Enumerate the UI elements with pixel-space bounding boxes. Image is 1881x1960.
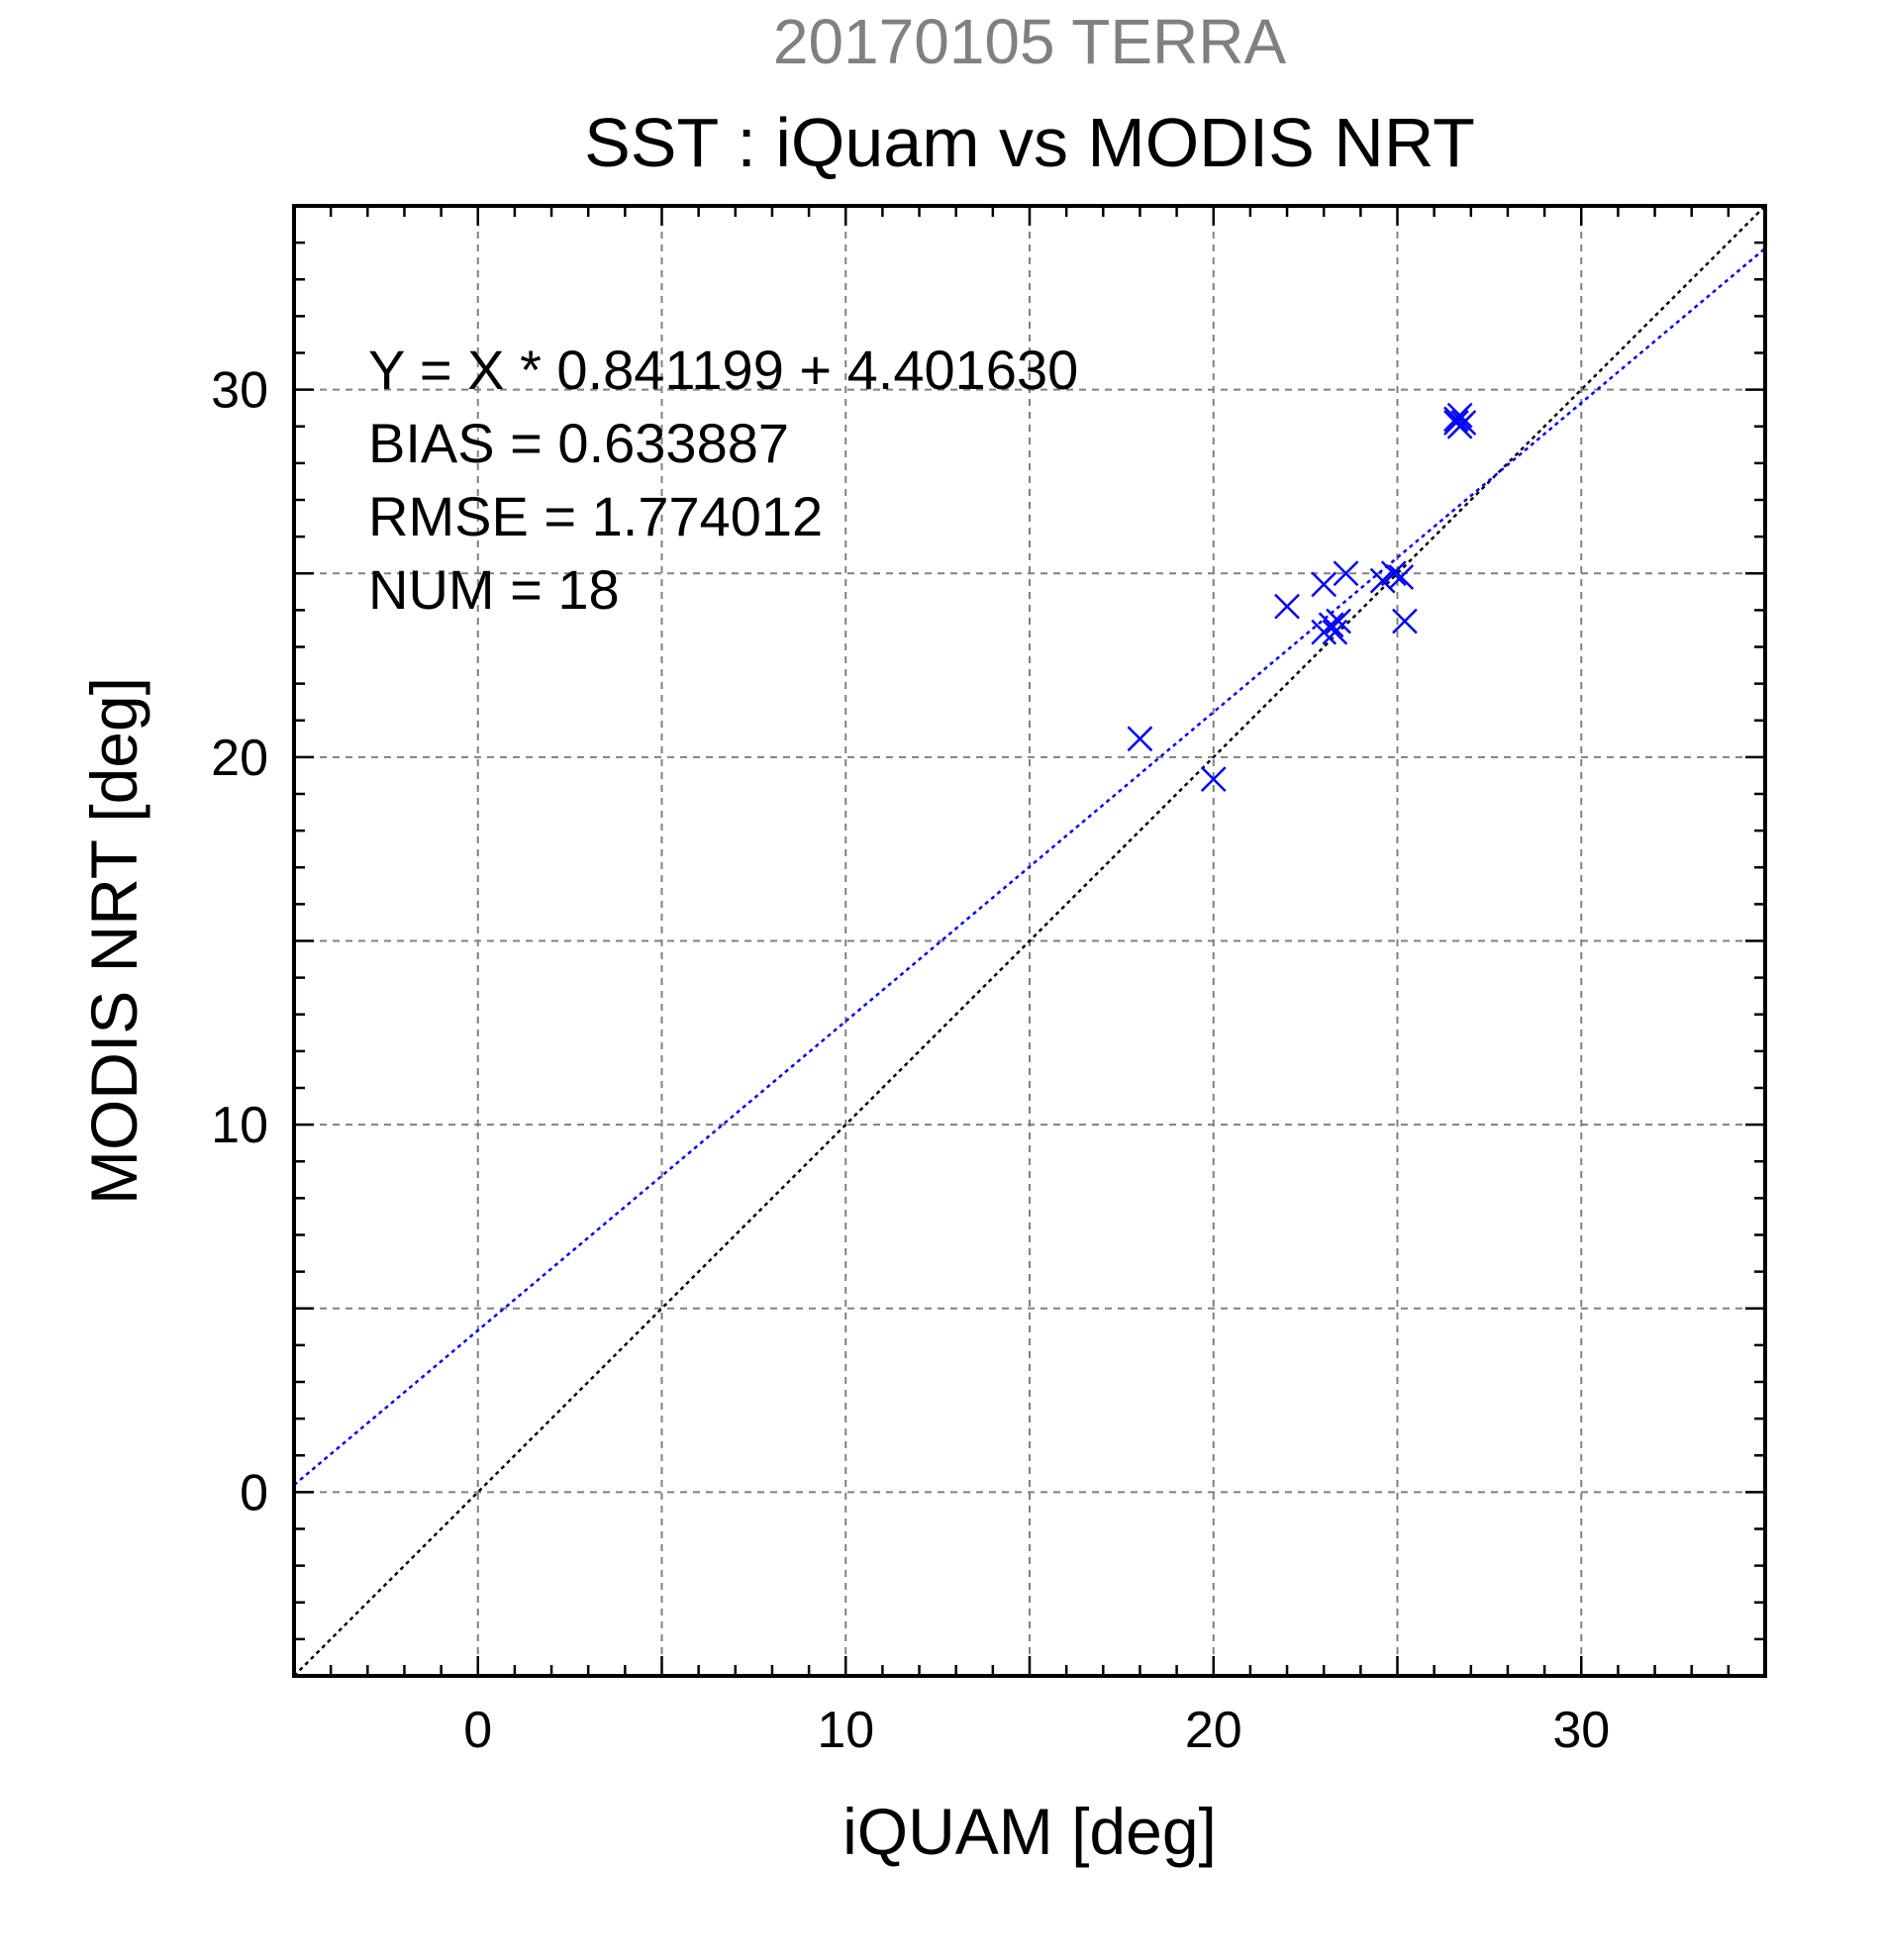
x-tick-label: 10	[817, 1702, 874, 1759]
data-point	[1127, 726, 1153, 752]
stats-line: Y = X * 0.841199 + 4.401630	[368, 339, 1078, 401]
data-point	[1200, 766, 1227, 793]
axis-ticks	[294, 206, 1765, 1676]
data-point	[1326, 608, 1351, 635]
x-tick-label: 30	[1552, 1702, 1610, 1759]
data-point	[1443, 410, 1469, 436]
data-point	[1380, 560, 1407, 587]
data-point	[1274, 593, 1300, 620]
reference-lines	[294, 206, 1765, 1676]
data-point	[1388, 564, 1415, 590]
data-points	[1127, 402, 1477, 793]
stats-line: RMSE = 1.774012	[368, 485, 823, 547]
data-point	[1450, 410, 1477, 436]
y-tick-label: 10	[211, 1097, 268, 1154]
data-point	[1446, 402, 1473, 429]
regression-fit-line	[294, 246, 1765, 1487]
data-point	[1318, 612, 1344, 638]
stats-line: NUM = 18	[368, 558, 620, 621]
y-tick-label: 20	[211, 730, 268, 787]
y-tick-label: 30	[211, 362, 268, 420]
identity-line	[294, 206, 1765, 1676]
stats-line: BIAS = 0.633887	[368, 412, 789, 474]
stats-annotation: Y = X * 0.841199 + 4.401630 BIAS = 0.6338…	[368, 339, 1078, 621]
x-tick-label: 0	[463, 1702, 492, 1759]
data-point	[1333, 560, 1359, 587]
grid	[294, 206, 1765, 1676]
data-point	[1392, 608, 1418, 635]
y-axis-label: MODIS NRT [deg]	[77, 677, 150, 1205]
chart-title: SST : iQuam vs MODIS NRT	[584, 104, 1475, 181]
data-point	[1311, 571, 1337, 598]
x-tick-label: 20	[1185, 1702, 1242, 1759]
chart-supertitle: 20170105 TERRA	[773, 6, 1287, 77]
y-tick-label: 0	[240, 1464, 268, 1521]
x-axis-label: iQUAM [deg]	[842, 1795, 1217, 1868]
